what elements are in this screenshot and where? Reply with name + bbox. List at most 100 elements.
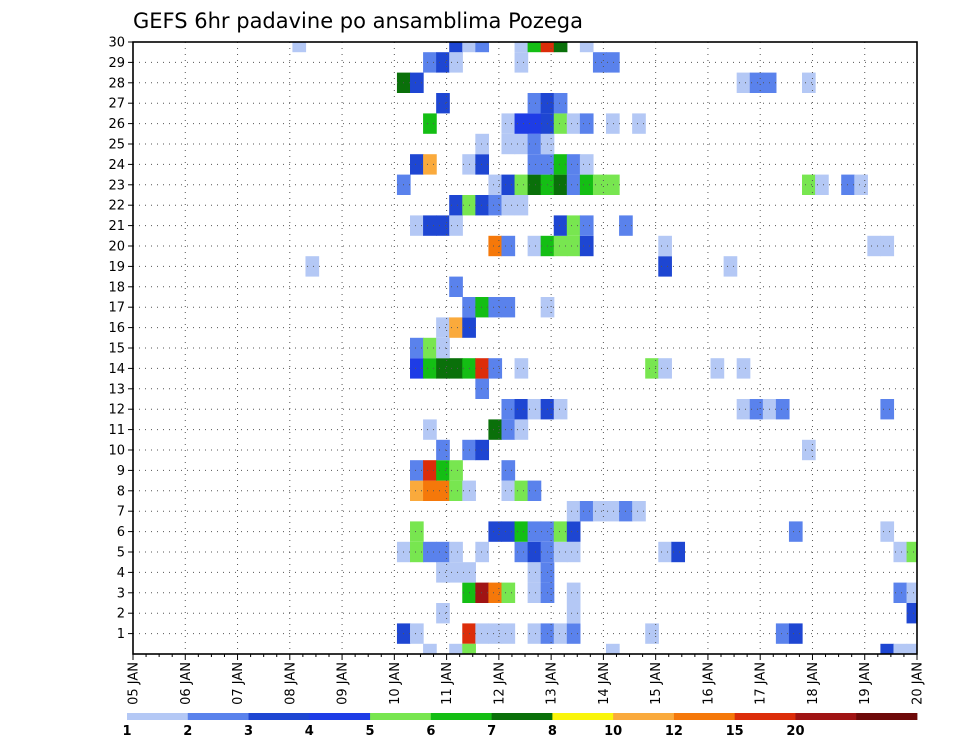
y-axis: 1234567891011121314151617181920212223242… — [108, 36, 133, 642]
heatmap-cell — [671, 541, 686, 563]
heatmap-cell — [566, 215, 581, 236]
y-tick-label: 8 — [117, 484, 125, 499]
heatmap-cell — [488, 297, 503, 318]
heatmap-cell — [527, 93, 542, 114]
heatmap-cell — [736, 358, 751, 379]
heatmap-cell — [645, 358, 659, 379]
heatmap-cell — [436, 439, 450, 461]
heatmap-cell — [527, 154, 542, 175]
heatmap-cell — [449, 643, 463, 654]
heatmap-cell — [501, 623, 516, 644]
colorbar: 1 2 3 4 5 6 7 8 10 12 15 20 — [122, 713, 918, 739]
heatmap-cell — [410, 72, 424, 93]
colorbar-segment — [795, 713, 857, 720]
heatmap-cell — [906, 603, 917, 624]
heatmap-cell — [880, 399, 895, 420]
colorbar-segment — [309, 713, 371, 720]
heatmap-cell — [553, 113, 568, 134]
y-tick-label: 17 — [108, 301, 125, 316]
heatmap-cell — [606, 501, 620, 522]
heatmap-cell — [436, 337, 450, 359]
colorbar-segment — [856, 713, 918, 720]
y-tick-label: 22 — [108, 199, 125, 214]
y-tick-label: 1 — [117, 627, 125, 642]
grid-lines — [133, 42, 917, 654]
heatmap-cell — [410, 480, 424, 501]
heatmap-cell — [514, 133, 529, 155]
x-tick-label: 13 JAN — [545, 662, 560, 705]
heatmap-cell — [410, 154, 424, 175]
heatmap-cell — [475, 623, 490, 644]
heatmap-cell — [540, 42, 555, 53]
heatmap-cell — [423, 215, 437, 236]
heatmap-cell — [410, 623, 424, 644]
x-tick-label: 19 JAN — [858, 662, 873, 705]
heatmap-cell — [658, 235, 672, 257]
y-tick-label: 2 — [117, 607, 125, 622]
heatmap-cell — [645, 623, 659, 644]
heatmap-cell — [566, 113, 581, 134]
heatmap-cell — [475, 378, 490, 399]
heatmap-cell — [501, 521, 516, 542]
colorbar-segment — [248, 713, 310, 720]
chart-title: GEFS 6hr padavine po ansamblima Pozega — [133, 9, 583, 33]
heatmap-cell — [501, 460, 516, 481]
colorbar-label: 10 — [604, 724, 622, 739]
heatmap-cell — [501, 419, 516, 440]
heatmap-cell — [802, 439, 816, 461]
heatmap-cell — [606, 52, 620, 73]
heatmap-cell — [449, 541, 463, 563]
colorbar-label: 6 — [426, 724, 435, 739]
colorbar-label: 12 — [665, 724, 683, 739]
y-tick-label: 18 — [108, 280, 125, 295]
heatmap-cell — [566, 603, 581, 624]
heatmap-cell — [788, 623, 803, 644]
heatmap-cell — [501, 174, 516, 195]
y-tick-label: 25 — [108, 138, 125, 153]
y-tick-label: 16 — [108, 321, 125, 336]
x-tick-label: 06 JAN — [179, 662, 194, 705]
heatmap-cell — [449, 276, 463, 297]
colorbar-label: 8 — [548, 724, 557, 739]
heatmap-cell — [893, 643, 908, 654]
heatmap-cell — [566, 235, 581, 257]
colorbar-label: 5 — [366, 724, 375, 739]
heatmap-cell — [553, 154, 568, 175]
heatmap-cell — [410, 215, 424, 236]
heatmap-cell — [501, 399, 516, 420]
heatmap-cell — [488, 358, 503, 379]
heatmap-cell — [775, 399, 790, 420]
heatmap-cell — [514, 113, 529, 134]
heatmap-cell — [475, 42, 490, 53]
colorbar-segment — [370, 713, 432, 720]
heatmap-cell — [423, 643, 437, 654]
heatmap-cell — [488, 174, 503, 195]
heatmap-cell — [514, 521, 529, 542]
heatmap-cell — [423, 113, 437, 134]
y-tick-label: 19 — [108, 260, 125, 275]
y-tick-label: 14 — [108, 362, 125, 377]
heatmap-cell — [906, 582, 917, 603]
heatmap-cell — [658, 256, 672, 277]
y-tick-label: 7 — [117, 505, 125, 520]
heatmap-cell — [527, 582, 542, 603]
heatmap-cell — [436, 541, 450, 563]
heatmap-cell — [501, 235, 516, 257]
heatmap-cell — [410, 521, 424, 542]
heatmap-cell — [501, 133, 516, 155]
y-tick-label: 28 — [108, 76, 125, 91]
heatmap-cell — [488, 195, 503, 216]
y-tick-label: 29 — [108, 56, 125, 71]
x-tick-label: 14 JAN — [597, 662, 612, 705]
heatmap-cell — [436, 93, 450, 114]
heatmap-cell — [566, 154, 581, 175]
heatmap-cell — [423, 154, 437, 175]
heatmap-cell — [553, 215, 568, 236]
heatmap-cell — [553, 623, 568, 644]
x-tick-label: 12 JAN — [492, 662, 507, 705]
heatmap-cell — [488, 235, 503, 257]
heatmap-cell — [475, 297, 490, 318]
y-tick-label: 24 — [108, 158, 125, 173]
heatmap-cell — [475, 541, 490, 563]
